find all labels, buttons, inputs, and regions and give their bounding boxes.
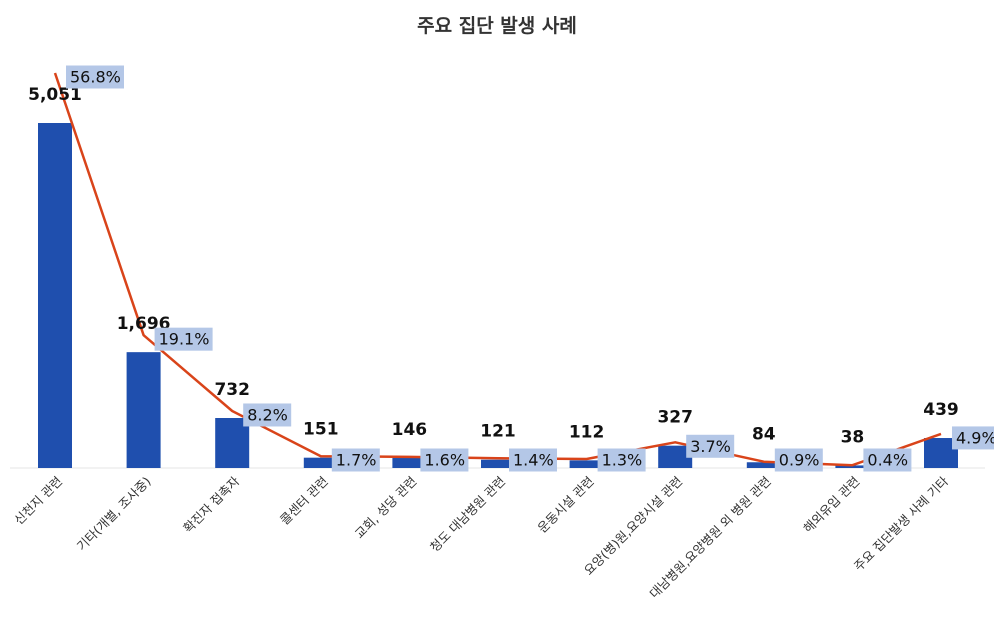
percent-series-line xyxy=(53,72,942,467)
percent-label: 3.7% xyxy=(690,437,731,456)
percent-label-box xyxy=(597,448,646,472)
bar-value-label: 732 xyxy=(214,380,250,400)
percent-label: 19.1% xyxy=(159,330,210,349)
percent-label: 1.3% xyxy=(602,451,643,470)
bar-value-label: 146 xyxy=(392,420,428,440)
category-tick-label: 청도 대남병원 관련 xyxy=(427,474,508,555)
percent-label-box xyxy=(774,448,823,472)
percent-label: 56.8% xyxy=(70,68,121,87)
bar-value-label: 112 xyxy=(569,422,605,442)
bar-value-label: 439 xyxy=(923,400,959,420)
category-tick-label: 해외유입 관련 xyxy=(800,474,862,536)
percent-label: 4.9% xyxy=(956,428,994,447)
percent-label-box xyxy=(66,65,124,89)
percent-label: 1.7% xyxy=(336,451,377,470)
bar xyxy=(481,459,515,468)
percent-label: 0.9% xyxy=(779,451,820,470)
bar-value-label: 5,051 xyxy=(28,85,82,105)
percent-label-box xyxy=(686,434,735,458)
category-tick-label: 확진자 접촉자 xyxy=(180,473,243,536)
percent-label-box xyxy=(863,448,912,472)
category-tick-label: 운동시설 관련 xyxy=(535,474,597,536)
category-tick-label: 주요 집단발생 사례 기타 xyxy=(851,473,952,574)
percent-label-box xyxy=(509,448,557,472)
category-tick-label: 콜센터 관련 xyxy=(277,474,331,528)
category-tick-label: 교회, 성당 관련 xyxy=(352,474,420,542)
bar xyxy=(658,445,693,468)
percent-label-box xyxy=(243,403,292,427)
percent-label-box xyxy=(331,448,380,472)
line-layer xyxy=(53,72,942,467)
bar xyxy=(303,457,338,468)
percent-label: 1.4% xyxy=(513,451,554,470)
bar xyxy=(126,352,161,468)
bar xyxy=(746,462,781,468)
bar xyxy=(835,465,870,468)
percent-label: 8.2% xyxy=(247,405,288,424)
bar-value-label: 84 xyxy=(752,424,776,444)
bar-value-label: 38 xyxy=(841,427,865,447)
category-tick-label: 기타(개별, 조사중) xyxy=(74,474,154,554)
bar xyxy=(392,458,427,468)
percent-label: 1.6% xyxy=(424,451,465,470)
bar-value-label: 121 xyxy=(480,422,516,442)
bar-value-label: 327 xyxy=(657,408,693,428)
percent-label: 0.4% xyxy=(867,451,908,470)
bar xyxy=(569,460,604,468)
category-labels-layer: 신천지 관련 기타(개별, 조사중) 확진자 접촉자 콜센터 관련 교회, 성당 관련 청… xyxy=(11,473,951,601)
percent-label-box xyxy=(952,426,994,450)
bars-layer xyxy=(38,123,958,468)
bar-value-label: 151 xyxy=(303,420,339,440)
chart-title: 주요 집단 발생 사례 xyxy=(417,15,577,37)
percent-label-box xyxy=(420,448,469,472)
percent-label-box xyxy=(154,327,213,351)
category-tick-label: 신천지 관련 xyxy=(11,474,65,528)
category-tick-label: 요양(병)원,요양시설 관련 xyxy=(581,474,685,578)
bar xyxy=(38,123,72,468)
